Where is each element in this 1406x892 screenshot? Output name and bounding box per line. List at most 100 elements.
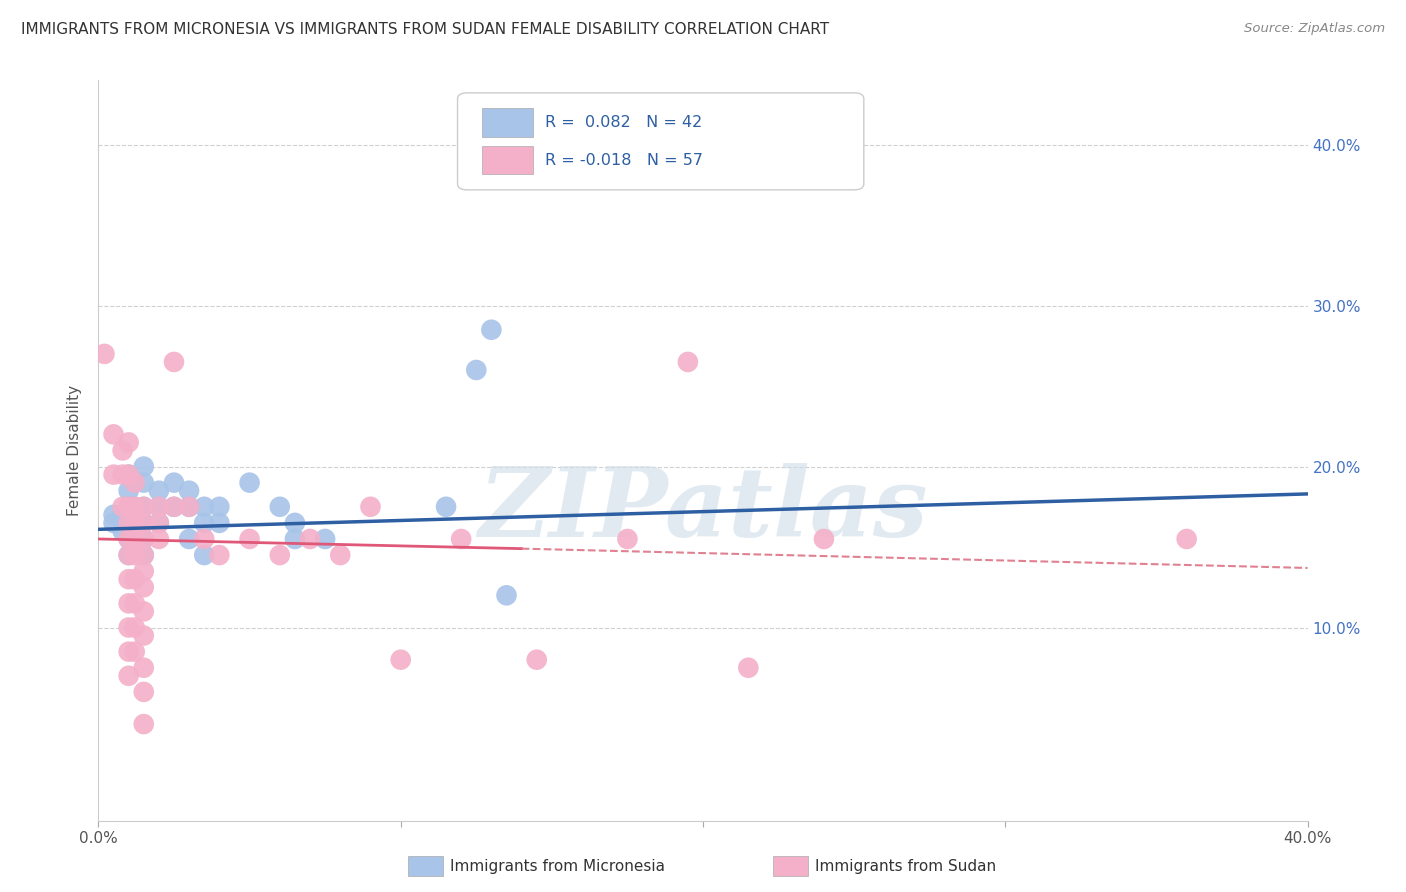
Point <box>118 500 141 514</box>
Point <box>118 500 141 514</box>
Point <box>118 483 141 498</box>
Point <box>481 323 503 337</box>
Point <box>124 516 146 530</box>
Point <box>813 532 835 546</box>
Point <box>118 532 141 546</box>
Point <box>118 572 141 586</box>
Point <box>118 548 141 562</box>
Point <box>111 524 134 538</box>
Point <box>148 516 170 530</box>
Point <box>124 500 146 514</box>
Point <box>148 516 170 530</box>
Point <box>208 548 231 562</box>
Point <box>132 628 155 642</box>
Point <box>111 443 134 458</box>
Text: IMMIGRANTS FROM MICRONESIA VS IMMIGRANTS FROM SUDAN FEMALE DISABILITY CORRELATIO: IMMIGRANTS FROM MICRONESIA VS IMMIGRANTS… <box>21 22 830 37</box>
FancyBboxPatch shape <box>482 109 533 136</box>
Point <box>124 596 146 610</box>
Point <box>239 532 262 546</box>
Point <box>269 548 291 562</box>
Point <box>124 475 146 490</box>
Point <box>132 500 155 514</box>
Point <box>132 580 155 594</box>
FancyBboxPatch shape <box>457 93 863 190</box>
Text: Immigrants from Micronesia: Immigrants from Micronesia <box>450 859 665 873</box>
Point <box>163 475 186 490</box>
Point <box>124 500 146 514</box>
Point <box>193 548 215 562</box>
Point <box>450 532 472 546</box>
Point <box>132 717 155 731</box>
Point <box>434 500 457 514</box>
Point <box>111 500 134 514</box>
Point <box>193 516 215 530</box>
Point <box>93 347 115 361</box>
Point <box>118 532 141 546</box>
Point <box>360 500 382 514</box>
Point <box>329 548 352 562</box>
Point <box>103 516 125 530</box>
Point <box>118 516 141 530</box>
Point <box>299 532 322 546</box>
Point <box>132 516 155 530</box>
Point <box>132 516 155 530</box>
Point <box>284 532 307 546</box>
Point <box>1175 532 1198 546</box>
Point <box>148 500 170 514</box>
Point <box>465 363 488 377</box>
Point <box>111 467 134 482</box>
Text: Source: ZipAtlas.com: Source: ZipAtlas.com <box>1244 22 1385 36</box>
Point <box>118 596 141 610</box>
Point <box>124 516 146 530</box>
Point <box>118 645 141 659</box>
Point <box>208 500 231 514</box>
Point <box>103 467 125 482</box>
Point <box>148 483 170 498</box>
Point <box>179 500 201 514</box>
Point <box>132 685 155 699</box>
Point <box>132 532 155 546</box>
Point <box>118 500 141 514</box>
Point <box>132 564 155 578</box>
Y-axis label: Female Disability: Female Disability <box>67 384 83 516</box>
Point <box>389 653 412 667</box>
Point <box>208 516 231 530</box>
Point <box>616 532 638 546</box>
Point <box>737 661 759 675</box>
Text: ZIPatlas: ZIPatlas <box>478 463 928 557</box>
Point <box>193 532 215 546</box>
Point <box>676 355 699 369</box>
Point <box>314 532 336 546</box>
Point <box>495 588 517 602</box>
Text: R = -0.018   N = 57: R = -0.018 N = 57 <box>544 153 703 168</box>
Point <box>526 653 548 667</box>
Point <box>239 475 262 490</box>
Point <box>132 548 155 562</box>
Point <box>124 532 146 546</box>
Point <box>132 459 155 474</box>
Text: Immigrants from Sudan: Immigrants from Sudan <box>815 859 997 873</box>
Point <box>124 620 146 634</box>
Point <box>118 516 141 530</box>
Point <box>163 355 186 369</box>
Point <box>132 475 155 490</box>
Point <box>118 548 141 562</box>
Point <box>179 483 201 498</box>
Point <box>132 604 155 618</box>
Point <box>179 500 201 514</box>
Point <box>132 661 155 675</box>
Point <box>118 435 141 450</box>
Point <box>103 427 125 442</box>
Point <box>163 500 186 514</box>
FancyBboxPatch shape <box>482 146 533 174</box>
Point <box>118 467 141 482</box>
Point <box>124 572 146 586</box>
Text: R =  0.082   N = 42: R = 0.082 N = 42 <box>544 115 702 130</box>
Point <box>148 532 170 546</box>
Point <box>132 500 155 514</box>
Point <box>179 532 201 546</box>
Point <box>148 500 170 514</box>
Point <box>118 620 141 634</box>
Point <box>103 508 125 522</box>
Point <box>132 548 155 562</box>
